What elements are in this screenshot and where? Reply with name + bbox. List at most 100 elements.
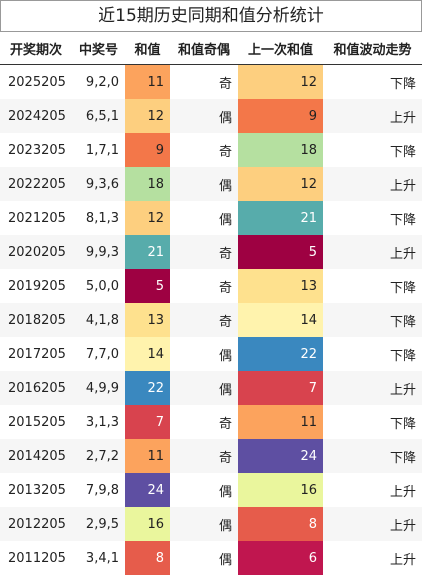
sum-parity-cell: 偶 (218, 484, 232, 500)
table-row: 2025205 9,2,0 11 奇 12 下降 (0, 64, 422, 99)
table-row: 2012205 2,9,5 16 偶 8 上升 (0, 507, 422, 541)
column-header: 和值奇偶 (170, 32, 238, 65)
sum-trend-cell: 下降 (389, 280, 416, 296)
column-header: 和值波动走势 (323, 32, 422, 65)
winning-numbers-cell: 9,9,3 (72, 235, 125, 269)
sum-parity-cell: 奇 (170, 235, 238, 269)
winning-numbers-cell: 9,3,6 (72, 167, 125, 201)
period-cell: 2019205 (8, 278, 66, 294)
table-row: 2017205 7,7,0 14 偶 22 下降 (0, 337, 422, 371)
table-row: 2014205 2,7,2 11 奇 24 下降 (0, 439, 422, 473)
header-row: 开奖期次 中奖号 和值 和值奇偶 上一次和值 和值波动走势 (0, 32, 422, 65)
sum-parity-cell: 奇 (218, 76, 232, 92)
sum-cell: 21 (125, 235, 170, 269)
period-cell: 2024205 (0, 99, 72, 133)
previous-sum-cell: 14 (238, 303, 323, 337)
previous-sum-cell: 8 (238, 507, 323, 541)
sum-trend-cell: 上升 (323, 167, 422, 201)
period-cell: 2016205 (0, 371, 72, 405)
winning-numbers-cell: 7,7,0 (85, 346, 119, 362)
previous-sum-cell: 18 (238, 133, 323, 167)
sum-parity-cell: 偶 (170, 167, 238, 201)
sum-parity-cell: 偶 (218, 348, 232, 364)
winning-numbers-cell: 2,7,2 (72, 439, 125, 473)
period-cell: 2025205 (8, 74, 66, 90)
sum-parity-cell: 偶 (170, 99, 238, 133)
sum-cell: 11 (125, 64, 170, 99)
period-cell: 2020205 (0, 235, 72, 269)
sum-trend-cell: 下降 (389, 416, 416, 432)
winning-numbers-cell: 1,7,1 (85, 142, 119, 158)
previous-sum-cell: 16 (238, 473, 323, 507)
table-row: 2013205 7,9,8 24 偶 16 上升 (0, 473, 422, 507)
previous-sum-cell: 12 (238, 64, 323, 99)
winning-numbers-cell: 4,1,8 (72, 303, 125, 337)
previous-sum-cell: 9 (238, 99, 323, 133)
sum-cell: 7 (125, 405, 170, 439)
table-row: 2022205 9,3,6 18 偶 12 上升 (0, 167, 422, 201)
sum-parity-cell: 奇 (218, 416, 232, 432)
winning-numbers-cell: 7,9,8 (85, 482, 119, 498)
sum-parity-cell: 奇 (170, 439, 238, 473)
sum-trend-cell: 下降 (389, 76, 416, 92)
previous-sum-cell: 21 (238, 201, 323, 235)
sum-cell: 18 (125, 167, 170, 201)
table-row: 2019205 5,0,0 5 奇 13 下降 (0, 269, 422, 303)
table-row: 2018205 4,1,8 13 奇 14 下降 (0, 303, 422, 337)
previous-sum-cell: 7 (238, 371, 323, 405)
period-cell: 2014205 (0, 439, 72, 473)
previous-sum-cell: 22 (238, 337, 323, 371)
previous-sum-cell: 13 (238, 269, 323, 303)
column-header: 中奖号 (72, 32, 125, 65)
stats-table: 开奖期次 中奖号 和值 和值奇偶 上一次和值 和值波动走势 2025205 9,2,0 11 奇… (0, 32, 422, 575)
sum-trend-cell: 下降 (323, 303, 422, 337)
sum-parity-cell: 奇 (218, 280, 232, 296)
period-cell: 2017205 (8, 346, 66, 362)
winning-numbers-cell: 3,4,1 (85, 550, 119, 566)
sum-cell: 22 (125, 371, 170, 405)
period-cell: 2021205 (8, 210, 66, 226)
sum-cell: 24 (125, 473, 170, 507)
winning-numbers-cell: 4,9,9 (72, 371, 125, 405)
table-row: 2015205 3,1,3 7 奇 11 下降 (0, 405, 422, 439)
winning-numbers-cell: 9,2,0 (85, 74, 119, 90)
table-title: 近15期历史同期和值分析统计 (0, 0, 422, 32)
previous-sum-cell: 6 (238, 541, 323, 575)
sum-trend-cell: 下降 (323, 439, 422, 473)
sum-parity-cell: 偶 (218, 552, 232, 568)
sum-parity-cell: 奇 (218, 144, 232, 160)
table-row: 2023205 1,7,1 9 奇 18 下降 (0, 133, 422, 167)
winning-numbers-cell: 5,0,0 (85, 278, 119, 294)
table-row: 2016205 4,9,9 22 偶 7 上升 (0, 371, 422, 405)
sum-trend-cell: 上升 (323, 99, 422, 133)
sum-cell: 5 (125, 269, 170, 303)
sum-cell: 9 (125, 133, 170, 167)
column-header: 上一次和值 (238, 32, 323, 65)
table-row: 2020205 9,9,3 21 奇 5 上升 (0, 235, 422, 269)
sum-parity-cell: 偶 (170, 371, 238, 405)
previous-sum-cell: 24 (238, 439, 323, 473)
winning-numbers-cell: 8,1,3 (85, 210, 119, 226)
sum-cell: 12 (125, 99, 170, 133)
period-cell: 2022205 (0, 167, 72, 201)
winning-numbers-cell: 3,1,3 (85, 414, 119, 430)
sum-trend-cell: 下降 (389, 144, 416, 160)
sum-trend-cell: 上升 (389, 484, 416, 500)
table-row: 2011205 3,4,1 8 偶 6 上升 (0, 541, 422, 575)
sum-trend-cell: 下降 (389, 348, 416, 364)
sum-cell: 12 (125, 201, 170, 235)
sum-trend-cell: 上升 (323, 235, 422, 269)
previous-sum-cell: 5 (238, 235, 323, 269)
period-cell: 2013205 (8, 482, 66, 498)
sum-trend-cell: 下降 (389, 212, 416, 228)
sum-trend-cell: 上升 (323, 507, 422, 541)
period-cell: 2011205 (8, 550, 66, 566)
table-row: 2024205 6,5,1 12 偶 9 上升 (0, 99, 422, 133)
sum-cell: 8 (125, 541, 170, 575)
period-cell: 2018205 (0, 303, 72, 337)
sum-trend-cell: 上升 (389, 552, 416, 568)
column-header: 和值 (125, 32, 170, 65)
winning-numbers-cell: 6,5,1 (72, 99, 125, 133)
sum-cell: 11 (125, 439, 170, 473)
